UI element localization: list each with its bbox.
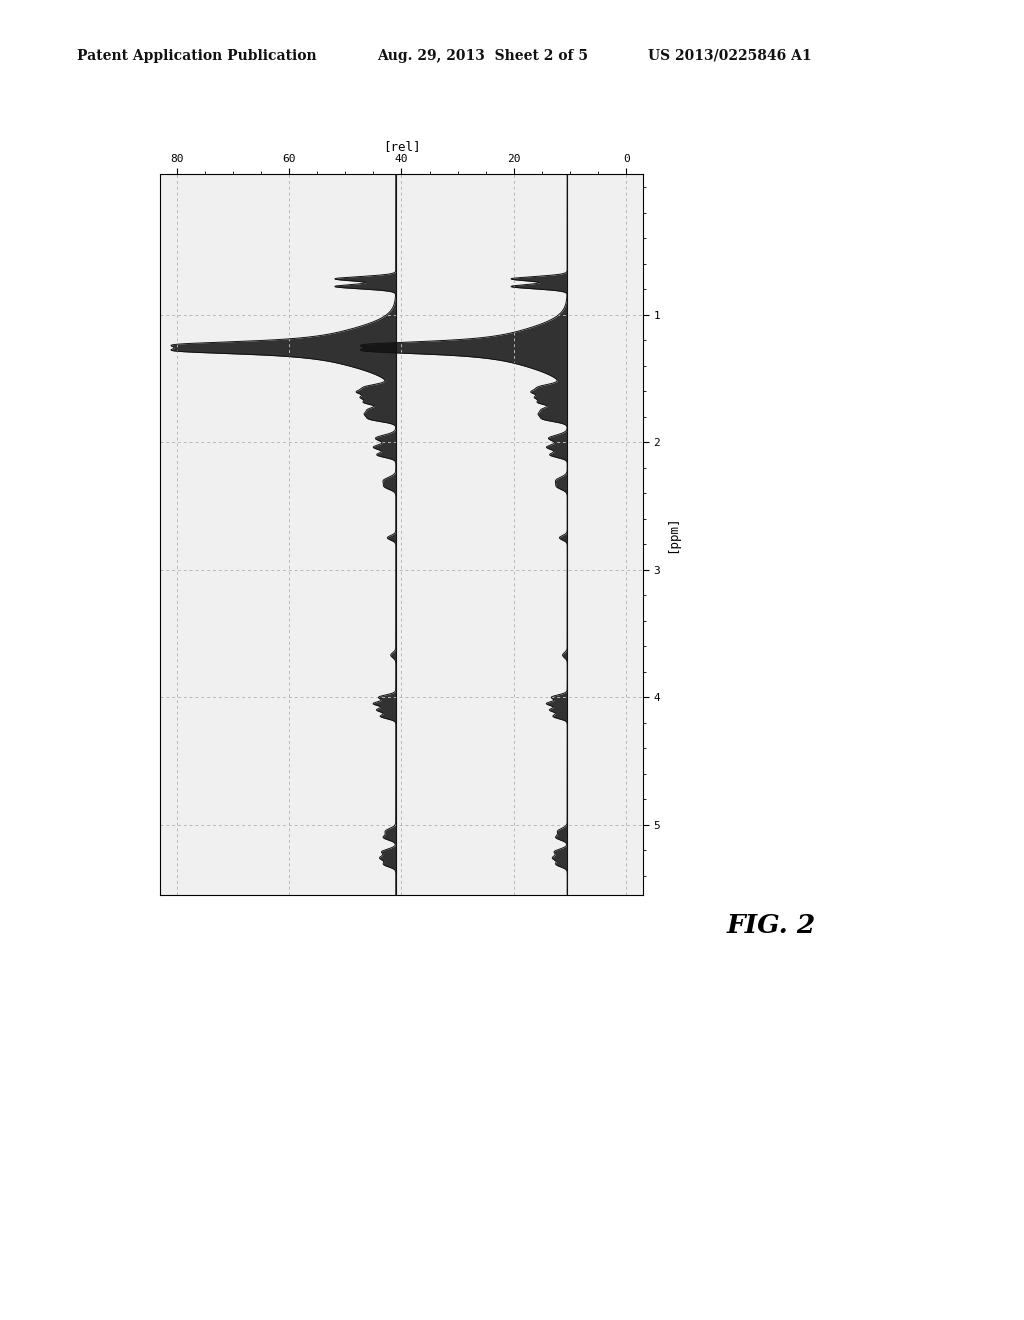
Text: Aug. 29, 2013  Sheet 2 of 5: Aug. 29, 2013 Sheet 2 of 5 (377, 49, 588, 63)
Text: US 2013/0225846 A1: US 2013/0225846 A1 (648, 49, 812, 63)
Text: FIG. 2: FIG. 2 (727, 913, 816, 939)
Y-axis label: [ppm]: [ppm] (666, 516, 679, 553)
X-axis label: [rel]: [rel] (383, 140, 420, 153)
Text: Patent Application Publication: Patent Application Publication (77, 49, 316, 63)
